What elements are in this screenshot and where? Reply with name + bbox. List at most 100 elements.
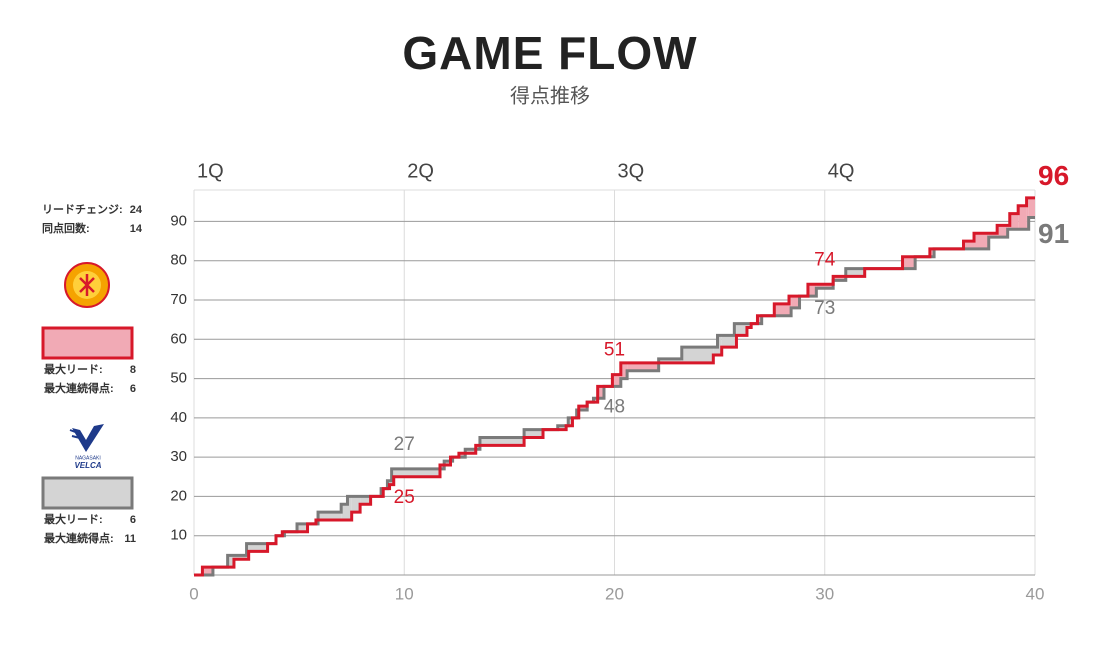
lead-fill bbox=[845, 268, 865, 277]
stat-value: 6 bbox=[130, 514, 136, 526]
lead-fill bbox=[475, 445, 480, 450]
stat-label: 最大リード: bbox=[44, 362, 103, 376]
lead-fill bbox=[557, 425, 567, 430]
y-tick-label: 90 bbox=[170, 212, 187, 229]
lead-fill bbox=[479, 437, 525, 446]
lead-fill bbox=[736, 323, 747, 336]
lead-fill bbox=[233, 555, 247, 560]
stat-value: 8 bbox=[130, 364, 136, 376]
lead-fill bbox=[997, 225, 1008, 238]
lead-fill bbox=[227, 555, 234, 568]
lead-fill bbox=[789, 296, 792, 316]
x-tick-label: 20 bbox=[605, 584, 624, 603]
stat-label: 最大連続得点: bbox=[44, 531, 114, 545]
quarter-label: 4Q bbox=[828, 160, 855, 182]
lead-fill bbox=[1028, 197, 1035, 218]
y-tick-label: 20 bbox=[170, 487, 187, 504]
lead-fill bbox=[593, 398, 598, 403]
score-label: 51 bbox=[604, 340, 625, 361]
lead-fill bbox=[1026, 197, 1029, 230]
legend-swatch bbox=[41, 476, 134, 510]
stat-value: 24 bbox=[130, 204, 143, 216]
x-tick-label: 30 bbox=[815, 584, 834, 603]
lead-fill bbox=[612, 374, 621, 387]
y-tick-label: 50 bbox=[170, 370, 187, 387]
y-tick-label: 40 bbox=[170, 409, 187, 426]
lead-fill bbox=[717, 335, 722, 355]
stat-value: 6 bbox=[130, 383, 136, 395]
stat-label: 最大リード: bbox=[44, 512, 103, 526]
score-label: 91 bbox=[1038, 218, 1069, 249]
stat-value: 11 bbox=[124, 533, 136, 545]
lead-fill bbox=[458, 453, 466, 458]
lead-fill bbox=[465, 449, 476, 454]
score-label: 73 bbox=[814, 298, 835, 319]
quarter-label: 2Q bbox=[407, 160, 434, 182]
lead-fill bbox=[658, 358, 682, 363]
y-tick-label: 30 bbox=[170, 448, 187, 465]
legend-swatch bbox=[41, 326, 134, 360]
lead-fill bbox=[341, 504, 348, 520]
lead-fill bbox=[929, 248, 935, 257]
lead-fill bbox=[444, 461, 451, 465]
score-label: 74 bbox=[814, 249, 836, 270]
lead-fill bbox=[1018, 205, 1027, 230]
logo-mark bbox=[79, 274, 95, 296]
team-logo bbox=[69, 424, 104, 452]
lead-fill bbox=[721, 335, 735, 348]
score-line bbox=[194, 196, 1035, 577]
lead-fill bbox=[389, 480, 392, 485]
lead-fill bbox=[597, 386, 604, 399]
lead-fill bbox=[297, 523, 308, 532]
logo-text: VELCA bbox=[74, 461, 101, 470]
lead-fill bbox=[347, 496, 352, 520]
stat-label: リードチェンジ: bbox=[42, 203, 123, 216]
x-tick-label: 10 bbox=[395, 584, 414, 603]
lead-fill bbox=[524, 429, 544, 438]
chart-title: GAME FLOW bbox=[402, 27, 697, 79]
lead-fill bbox=[1007, 225, 1010, 230]
lead-fill bbox=[807, 284, 817, 297]
lead-fill bbox=[318, 512, 342, 520]
lead-fill bbox=[791, 296, 800, 308]
lead-fill bbox=[902, 256, 916, 269]
lead-fill bbox=[746, 323, 752, 328]
lead-fill bbox=[360, 496, 371, 505]
lead-fill bbox=[757, 315, 762, 324]
y-tick-label: 10 bbox=[170, 527, 187, 544]
lead-fill bbox=[774, 303, 790, 316]
lead-fill bbox=[713, 347, 718, 355]
lead-fill bbox=[1009, 213, 1019, 230]
lead-fill bbox=[568, 417, 573, 426]
x-tick-label: 0 bbox=[189, 584, 198, 603]
lead-fill bbox=[248, 543, 268, 552]
lead-fill bbox=[202, 567, 213, 575]
stat-label: 最大連続得点: bbox=[44, 381, 114, 395]
stat-value: 14 bbox=[130, 223, 143, 235]
y-tick-label: 80 bbox=[170, 252, 187, 269]
lead-fill bbox=[439, 465, 445, 469]
lead-fill bbox=[988, 233, 998, 238]
quarter-label: 3Q bbox=[618, 160, 645, 182]
logo-mark bbox=[72, 424, 104, 452]
lead-fill bbox=[681, 347, 714, 363]
logo-text: NAGASAKI bbox=[75, 455, 101, 461]
chart-subtitle: 得点推移 bbox=[510, 84, 590, 107]
lead-fill bbox=[393, 468, 440, 477]
lead-fill bbox=[963, 241, 975, 249]
stat-label: 同点回数: bbox=[42, 221, 90, 235]
lead-fill bbox=[816, 284, 834, 289]
y-tick-label: 70 bbox=[170, 291, 187, 308]
lead-fill bbox=[974, 233, 989, 249]
score-label: 96 bbox=[1038, 160, 1069, 191]
lead-fill bbox=[578, 406, 588, 410]
logo-stripes bbox=[69, 429, 81, 439]
x-tick-label: 40 bbox=[1026, 584, 1045, 603]
score-label: 27 bbox=[394, 434, 415, 455]
lead-fill bbox=[351, 496, 361, 513]
team-logo bbox=[64, 262, 110, 308]
quarter-label: 1Q bbox=[197, 160, 224, 182]
y-tick-label: 60 bbox=[170, 330, 187, 347]
